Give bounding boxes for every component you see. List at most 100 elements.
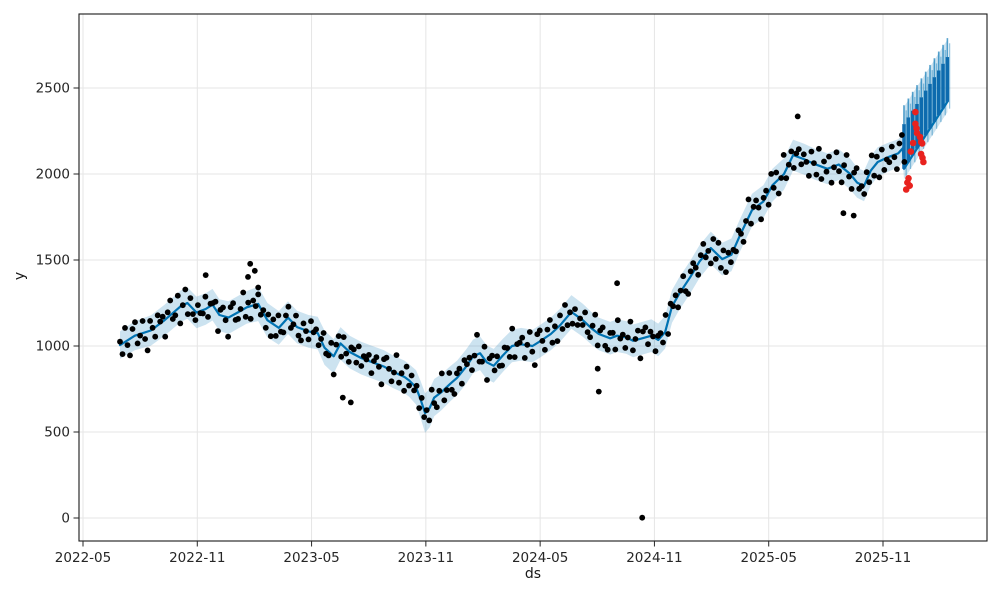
observed-point — [293, 312, 299, 319]
y-tick-label: 2000 — [36, 167, 70, 183]
observed-point — [215, 328, 221, 334]
observed-outlier-point — [251, 267, 258, 274]
observed-point — [843, 152, 850, 158]
observed-point — [544, 326, 551, 333]
observed-point — [710, 236, 717, 242]
observed-point — [542, 346, 548, 353]
observed-point — [446, 370, 453, 376]
observed-point — [853, 165, 860, 172]
observed-outlier-point — [339, 394, 346, 401]
observed-point — [358, 363, 365, 369]
y-axis-label: y — [12, 271, 28, 281]
observed-point — [599, 324, 606, 331]
observed-point — [345, 358, 352, 365]
observed-outlier-point — [245, 274, 251, 280]
observed-point — [290, 321, 297, 328]
observed-point — [554, 338, 561, 344]
observed-point — [632, 336, 639, 342]
observed-point — [139, 318, 146, 324]
observed-point — [411, 387, 417, 394]
anomaly-point — [918, 140, 926, 147]
observed-point — [763, 187, 769, 194]
observed-point — [127, 352, 133, 359]
observed-point — [308, 318, 314, 325]
observed-point — [770, 184, 777, 191]
observed-outlier-point — [594, 365, 601, 372]
observed-point — [200, 310, 206, 317]
observed-point — [697, 252, 704, 259]
observed-point — [811, 160, 817, 167]
observed-point — [745, 196, 752, 203]
observed-point — [773, 169, 780, 176]
observed-point — [891, 154, 898, 161]
observed-point — [509, 325, 516, 332]
observed-point — [300, 320, 307, 327]
observed-point — [245, 299, 252, 306]
observed-point — [484, 377, 490, 383]
uncertainty-band — [120, 39, 948, 433]
observed-point — [635, 327, 641, 334]
observed-point — [705, 248, 712, 254]
x-tick-label: 2025-05 — [741, 550, 797, 566]
observed-point — [433, 404, 440, 411]
observed-outlier-point — [850, 212, 857, 219]
observed-point — [567, 309, 573, 316]
observed-point — [283, 312, 289, 319]
observed-point — [353, 359, 360, 366]
observed-point — [275, 312, 282, 319]
observed-point — [765, 201, 772, 208]
observed-point — [828, 179, 835, 186]
observed-point — [368, 370, 375, 376]
observed-point — [174, 292, 181, 299]
observed-point — [212, 298, 219, 305]
observed-point — [454, 370, 460, 377]
observed-point — [132, 319, 138, 326]
observed-point — [723, 269, 729, 275]
observed-point — [720, 247, 727, 254]
observed-point — [489, 352, 495, 359]
observed-point — [504, 345, 511, 351]
observed-point — [418, 395, 425, 401]
observed-point — [677, 287, 684, 294]
observed-point — [866, 179, 873, 186]
observed-point — [406, 382, 412, 389]
y-tick-label: 2500 — [36, 81, 70, 97]
anomaly-point — [909, 139, 917, 147]
observed-point — [783, 175, 790, 182]
observed-point — [250, 297, 257, 304]
observed-point — [318, 336, 324, 342]
observed-outlier-point — [794, 113, 801, 120]
observed-point — [202, 293, 209, 300]
observed-outlier-point — [202, 272, 209, 278]
observed-point — [806, 172, 812, 179]
observed-point — [164, 309, 171, 316]
observed-point — [187, 295, 194, 301]
observed-point — [579, 322, 586, 328]
observed-point — [584, 329, 591, 336]
observed-point — [841, 162, 847, 169]
observed-point — [230, 300, 237, 307]
observed-point — [222, 317, 229, 324]
observed-point — [838, 179, 845, 186]
observed-point — [740, 238, 747, 245]
observed-outlier-point — [614, 280, 620, 287]
observed-point — [831, 164, 837, 171]
observed-point — [298, 337, 304, 344]
observed-point — [195, 302, 201, 308]
x-tick-label: 2022-05 — [55, 550, 111, 566]
observed-point — [795, 146, 802, 153]
observed-point — [313, 326, 319, 333]
observed-point — [660, 339, 666, 346]
observed-point — [295, 332, 302, 339]
observed-point — [441, 397, 448, 404]
observed-point — [335, 333, 342, 339]
observed-point — [438, 370, 445, 377]
observed-point — [790, 165, 797, 171]
observed-point — [162, 333, 169, 340]
observed-point — [426, 417, 433, 424]
observed-point — [813, 171, 820, 178]
observed-point — [451, 391, 458, 397]
observed-point — [469, 367, 475, 373]
observed-point — [826, 153, 832, 160]
observed-point — [403, 363, 410, 370]
